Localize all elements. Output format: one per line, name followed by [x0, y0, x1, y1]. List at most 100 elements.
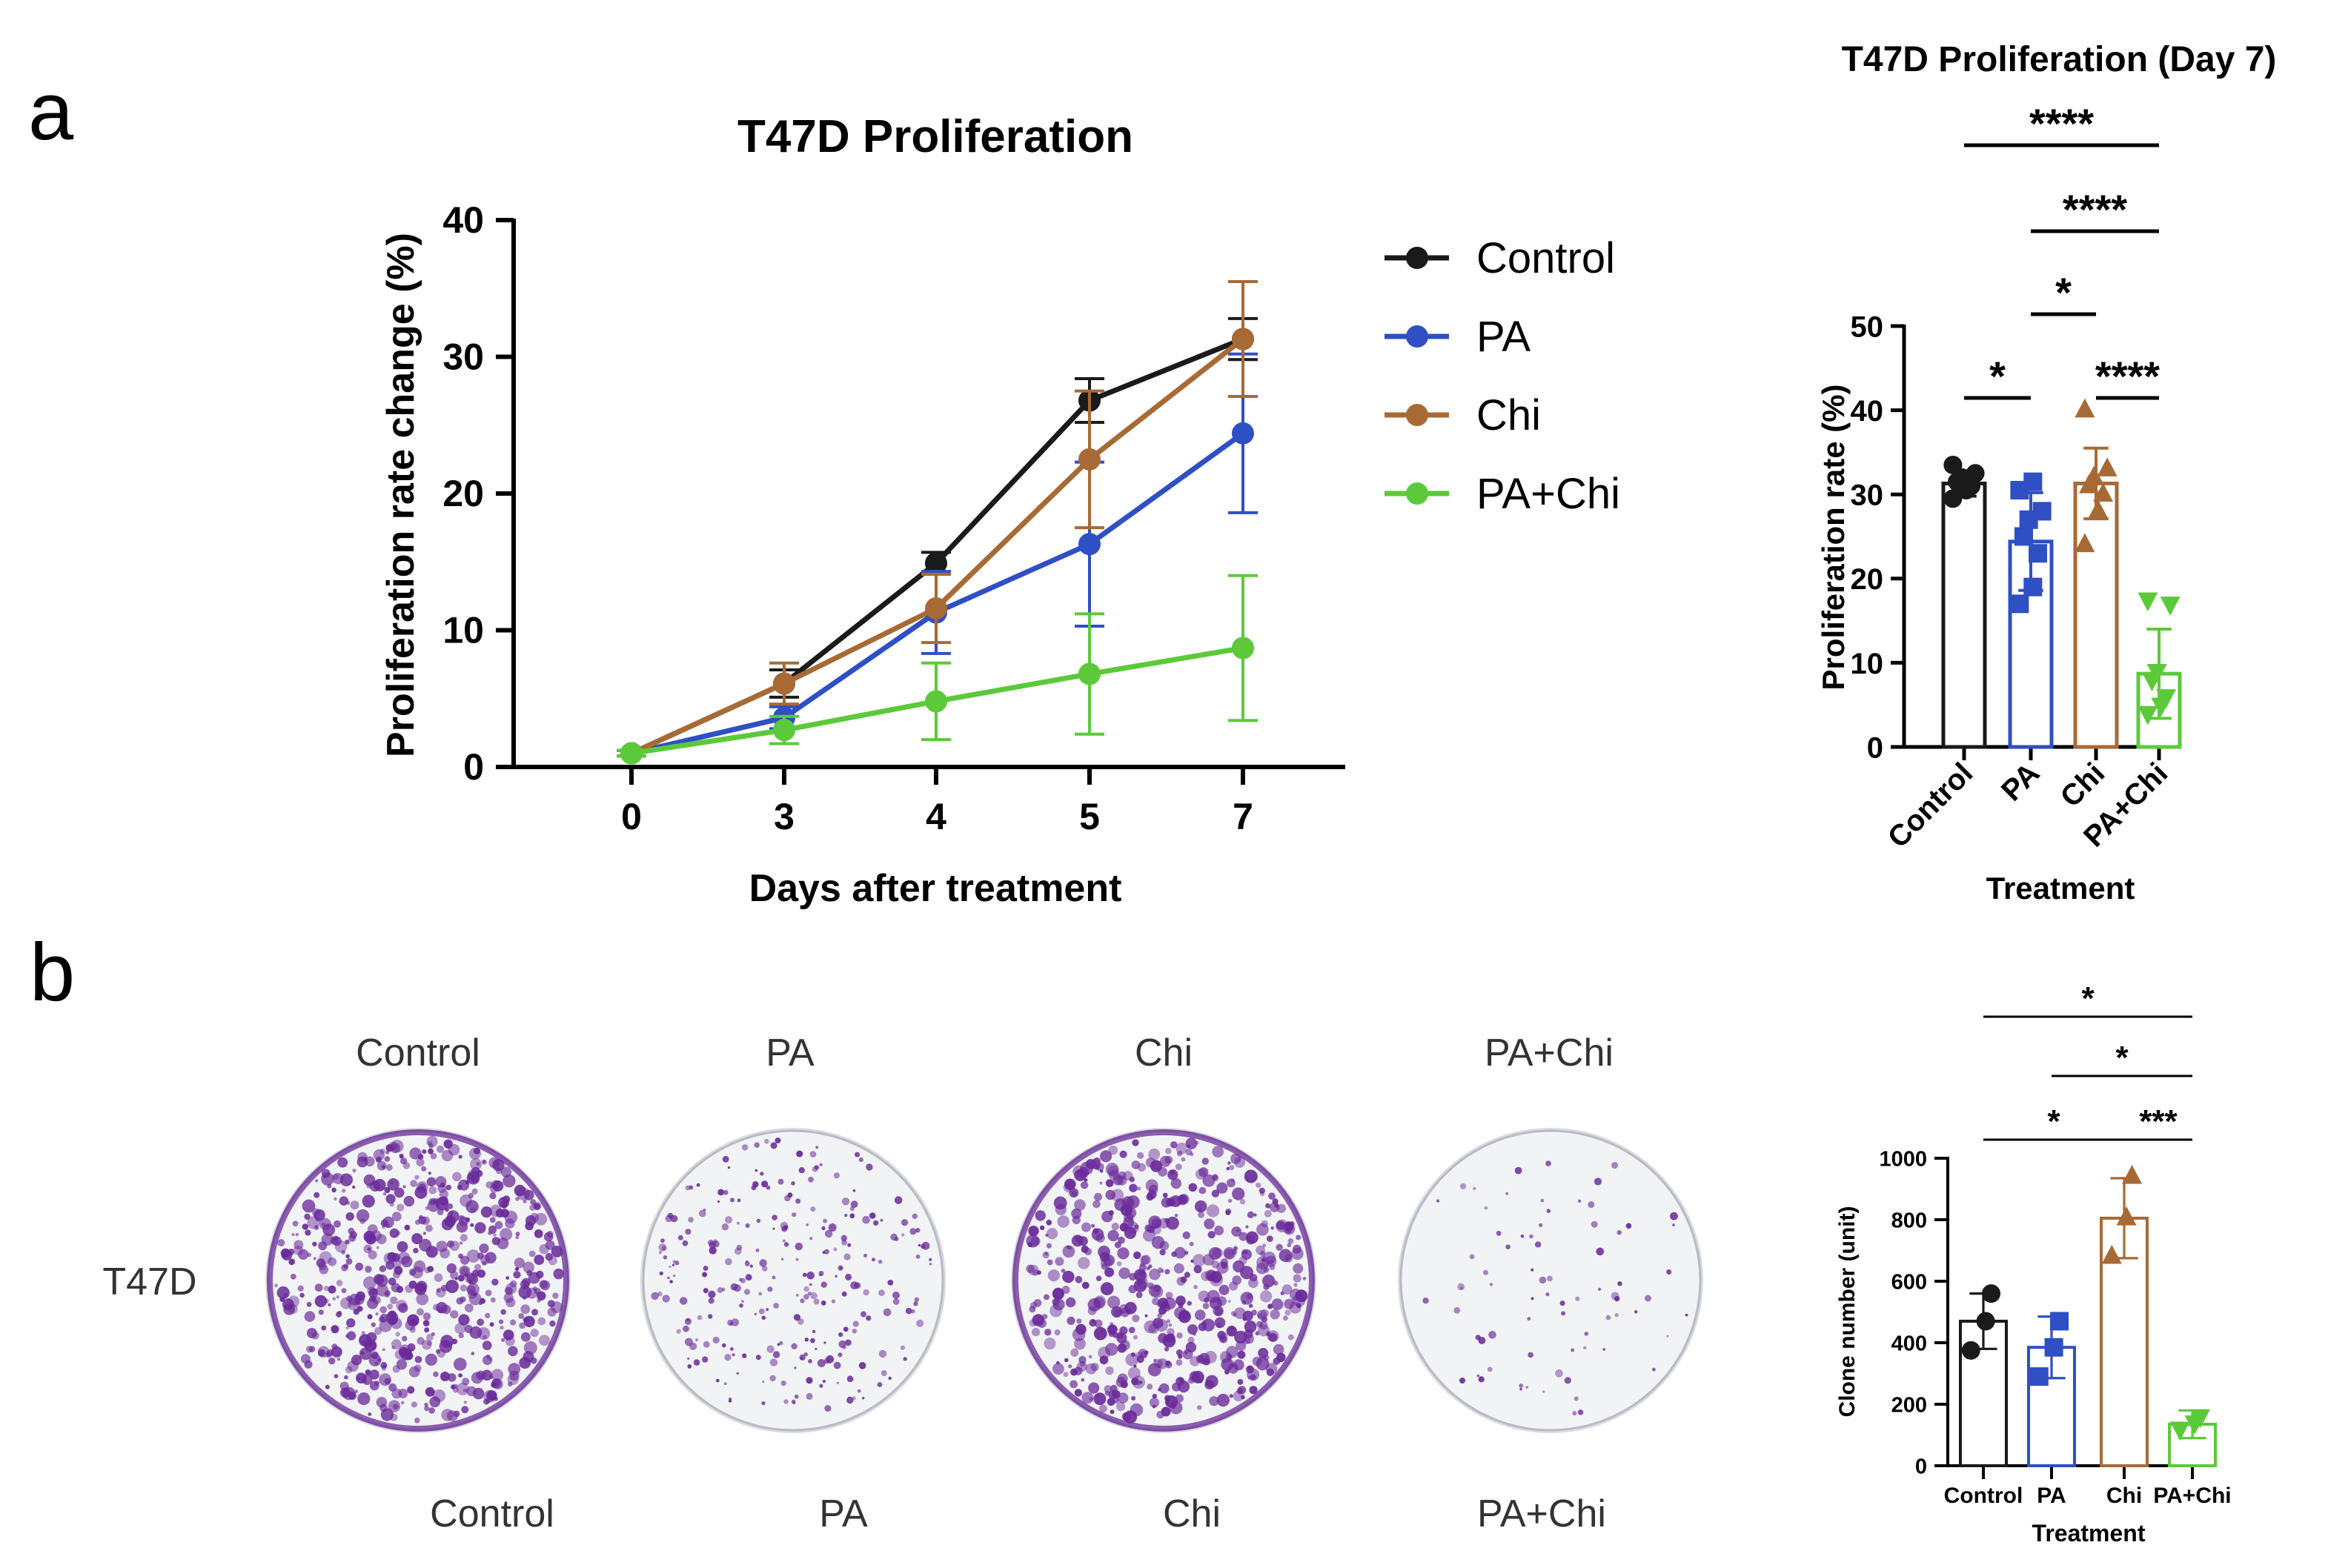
colony-spot [545, 1240, 555, 1250]
colony-spot [486, 1390, 497, 1401]
colony-spot [1070, 1380, 1078, 1389]
colony-spot [1078, 1257, 1090, 1269]
colony-spot [1540, 1198, 1545, 1203]
line-chart-y-tick-label: 40 [442, 199, 484, 241]
colony-spot [552, 1292, 559, 1299]
colony-spot [1049, 1304, 1063, 1318]
colony-spot [1293, 1274, 1301, 1283]
colony-spot [736, 1244, 743, 1251]
colony-spot [1190, 1356, 1200, 1366]
colony-spot [821, 1226, 826, 1231]
colony-spot [434, 1273, 443, 1282]
colony-spot [498, 1319, 504, 1324]
colony-spot [1081, 1222, 1091, 1232]
colony-spot [820, 1300, 826, 1306]
data-point-chi [1232, 328, 1254, 351]
colony-spot [312, 1241, 317, 1247]
cell-line-label: T47D [102, 1260, 196, 1303]
bar-control [1941, 481, 1987, 749]
colony-spot [427, 1341, 433, 1346]
colony-spot [1531, 1297, 1534, 1300]
colony-spot [477, 1269, 486, 1278]
bar-chart-day7-y-tick-label: 10 [1851, 648, 1884, 680]
colony-spot [404, 1224, 411, 1231]
colony-spot [470, 1223, 474, 1227]
colony-spot [777, 1343, 780, 1346]
colony-spot [363, 1174, 376, 1186]
colony-spot [679, 1297, 688, 1305]
colony-spot [1287, 1334, 1294, 1341]
colony-spot [458, 1373, 462, 1378]
colony-spot [488, 1375, 494, 1380]
colony-spot [1139, 1381, 1143, 1384]
colony-spot [457, 1275, 465, 1282]
colony-spot [1547, 1275, 1553, 1282]
colony-spot [1185, 1341, 1197, 1353]
colony-spot [918, 1243, 921, 1247]
data-point-pa [2023, 577, 2043, 597]
colony-spot [1071, 1208, 1082, 1219]
colony-spot [410, 1318, 418, 1326]
data-point-pa [2029, 544, 2048, 563]
colony-spot [730, 1197, 734, 1203]
colony-spot [325, 1384, 330, 1389]
colony-spot [1457, 1283, 1465, 1291]
colony-spot [422, 1320, 430, 1326]
colony-spot [437, 1307, 444, 1313]
colony-spot [365, 1266, 372, 1273]
colony-spot [833, 1361, 841, 1369]
colony-spot [382, 1364, 387, 1368]
colony-spot [1080, 1361, 1086, 1367]
colony-spot [466, 1273, 479, 1285]
colony-spot [492, 1159, 505, 1172]
colony-spot [457, 1184, 462, 1190]
bar-chart-day7: T47D Proliferation (Day 7) Proliferation… [1816, 40, 2276, 906]
colony-spot [1053, 1196, 1067, 1210]
colony-spot [1152, 1393, 1158, 1399]
data-point-pa [2029, 1367, 2049, 1386]
colony-spot [469, 1326, 482, 1339]
colony-spot [382, 1348, 385, 1352]
colony-spot [1061, 1269, 1066, 1273]
colony-spot [850, 1200, 858, 1209]
colony-spot [901, 1219, 909, 1226]
colony-spot [1519, 1383, 1524, 1388]
colony-spot [835, 1275, 838, 1278]
colony-spot [1166, 1333, 1175, 1343]
colony-spot [388, 1383, 397, 1392]
colony-spot [1594, 1177, 1602, 1186]
colony-spot [878, 1289, 885, 1296]
colony-spot [682, 1240, 689, 1246]
line-chart-legend: Control PA Chi PA+Chi [1384, 234, 1620, 518]
colony-spot [519, 1322, 525, 1329]
legend-label-pa-chi: PA+Chi [1476, 470, 1620, 518]
colony-spot [1036, 1270, 1041, 1275]
colony-spot [892, 1298, 900, 1305]
colony-spot [447, 1373, 457, 1382]
colony-spot [363, 1157, 367, 1160]
colony-spot [1095, 1275, 1102, 1281]
data-point-chi [2075, 533, 2095, 553]
colony-spot [476, 1162, 480, 1166]
colony-spot [445, 1207, 449, 1212]
colony-spot [514, 1184, 526, 1197]
bar-chart-clone-significance-label: * [2047, 1103, 2060, 1140]
colony-spot [1527, 1317, 1531, 1321]
colony-spot [725, 1216, 733, 1224]
colony-spot [1267, 1303, 1273, 1309]
colony-spot [1130, 1352, 1136, 1358]
colony-spot [1242, 1336, 1251, 1345]
bar-chart-clone-y-tick-label: 0 [1915, 1455, 1927, 1478]
colony-spot [1164, 1346, 1170, 1352]
colony-spot [1564, 1377, 1571, 1384]
colony-spot [1174, 1246, 1186, 1259]
colony-spot [1233, 1307, 1246, 1319]
colony-spot [369, 1369, 379, 1380]
colony-spot [810, 1292, 818, 1300]
colony-spot [890, 1233, 898, 1241]
colony-spot [1241, 1249, 1252, 1260]
colony-spot [424, 1327, 430, 1333]
colony-spot [553, 1268, 564, 1280]
colony-spot [1227, 1178, 1236, 1188]
colony-spot [1103, 1255, 1115, 1266]
